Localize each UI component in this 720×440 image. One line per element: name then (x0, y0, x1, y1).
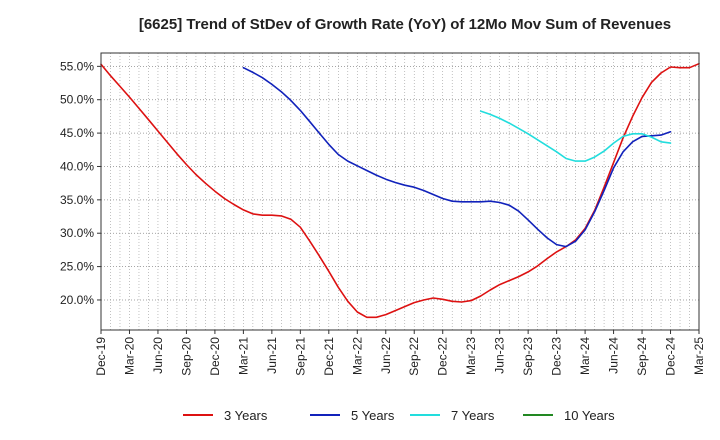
x-tick-label: Sep-24 (635, 337, 649, 376)
x-tick-label: Dec-24 (664, 337, 678, 376)
legend-label-7-years: 7 Years (451, 408, 495, 423)
x-tick-label: Sep-21 (293, 337, 307, 376)
x-tick-label: Sep-23 (521, 337, 535, 376)
x-tick-label: Dec-20 (208, 337, 222, 376)
legend-label-5-years: 5 Years (351, 408, 395, 423)
plot-frame (100, 52, 700, 331)
x-tick-label: Mar-22 (350, 337, 364, 375)
y-tick-label: 35.0% (60, 193, 94, 207)
y-tick-label: 40.0% (60, 159, 94, 173)
x-tick-label: Sep-20 (179, 337, 193, 376)
series-line-3-years (100, 62, 700, 319)
x-tick-label: Jun-20 (151, 337, 165, 374)
x-tick-label: Dec-19 (94, 337, 108, 376)
x-tick-label: Dec-21 (322, 337, 336, 376)
x-axis-ticks: Dec-19 Mar-20 Jun-20 Sep-20 Dec-20 Mar-21 Jun-… (94, 330, 706, 376)
x-tick-label: Mar-20 (122, 337, 136, 375)
y-tick-label: 55.0% (60, 59, 94, 73)
x-tick-label: Jun-24 (607, 337, 621, 374)
series-lines (100, 62, 700, 319)
x-tick-label: Mar-24 (578, 337, 592, 375)
legend: 3 Years 5 Years 7 Years 10 Years (183, 408, 615, 423)
x-tick-label: Sep-22 (407, 337, 421, 376)
y-tick-label: 20.0% (60, 293, 94, 307)
x-tick-label: Mar-23 (464, 337, 478, 375)
x-tick-label: Dec-23 (550, 337, 564, 376)
y-tick-label: 50.0% (60, 93, 94, 107)
x-tick-label: Jun-23 (493, 337, 507, 374)
chart-title: [6625] Trend of StDev of Growth Rate (Yo… (139, 16, 671, 33)
x-tick-label: Jun-21 (265, 337, 279, 374)
x-tick-label: Dec-22 (436, 337, 450, 376)
y-tick-label: 25.0% (60, 260, 94, 274)
legend-label-10-years: 10 Years (564, 408, 615, 423)
y-axis-ticks: 20.0% 25.0% 30.0% 35.0% 40.0% 45.0% 50.0% 55.0% (60, 59, 101, 307)
series-line-5-years (242, 66, 672, 248)
x-tick-label: Mar-25 (692, 337, 706, 375)
plot-area (101, 53, 699, 330)
x-tick-label: Jun-22 (379, 337, 393, 374)
series-line-7-years (479, 110, 672, 162)
y-tick-label: 45.0% (60, 126, 94, 140)
x-tick-label: Mar-21 (236, 337, 250, 375)
y-tick-label: 30.0% (60, 226, 94, 240)
legend-label-3-years: 3 Years (224, 408, 268, 423)
